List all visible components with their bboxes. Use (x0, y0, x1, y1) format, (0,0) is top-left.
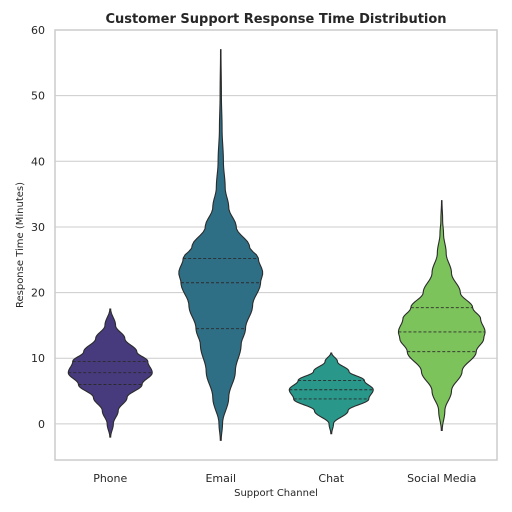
y-tick-label: 30 (31, 221, 45, 234)
violin-body (178, 49, 264, 441)
violin-chat (288, 352, 374, 435)
y-tick-label: 60 (31, 24, 45, 37)
x-tick-label: Phone (93, 472, 127, 485)
violin-body (288, 352, 374, 435)
y-tick-label: 10 (31, 352, 45, 365)
y-tick-label: 20 (31, 287, 45, 300)
x-tick-label: Email (205, 472, 236, 485)
plot-frame (54, 29, 498, 461)
x-tick-label: Chat (318, 472, 344, 485)
y-axis-label: Response Time (Minutes) (15, 182, 26, 308)
violin-social-media (397, 200, 486, 432)
y-tick-label: 40 (31, 155, 45, 168)
violin-body (397, 200, 486, 432)
x-tick-labels: Phone Email Chat Social Media (93, 472, 476, 485)
y-tick-label: 0 (38, 418, 45, 431)
y-tick-labels: 0 10 20 30 40 50 60 (31, 24, 45, 431)
violin-phone (67, 308, 153, 438)
x-axis-label: Support Channel (234, 488, 318, 499)
y-tick-label: 50 (31, 90, 45, 103)
x-tick-label: Social Media (407, 472, 476, 485)
chart-title: Customer Support Response Time Distribut… (105, 12, 446, 27)
violin-layer (67, 49, 486, 441)
violin-email (178, 49, 264, 441)
